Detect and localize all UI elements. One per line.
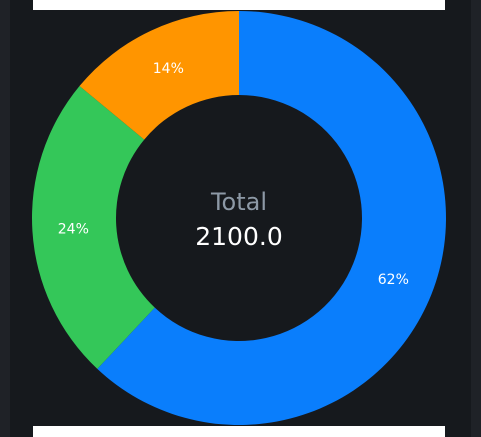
- top-white-bar: [33, 0, 445, 10]
- donut-slice-labels: 62% 24% 14%: [58, 61, 409, 288]
- donut-slice-label-0: 62%: [378, 272, 409, 288]
- donut-slice-1: [32, 86, 155, 369]
- screen-edge-right: [471, 0, 481, 437]
- bottom-white-bar: [33, 426, 445, 437]
- donut-slice-2: [79, 11, 240, 140]
- screen-edge-left: [0, 0, 10, 437]
- donut-center-value: 2100.0: [195, 222, 282, 251]
- donut-slice-label-2: 14%: [153, 61, 184, 77]
- donut-center-title: Total: [210, 188, 267, 216]
- donut-slices: [32, 11, 446, 425]
- donut-slice-0: [97, 11, 446, 425]
- donut-slice-label-1: 24%: [58, 221, 89, 237]
